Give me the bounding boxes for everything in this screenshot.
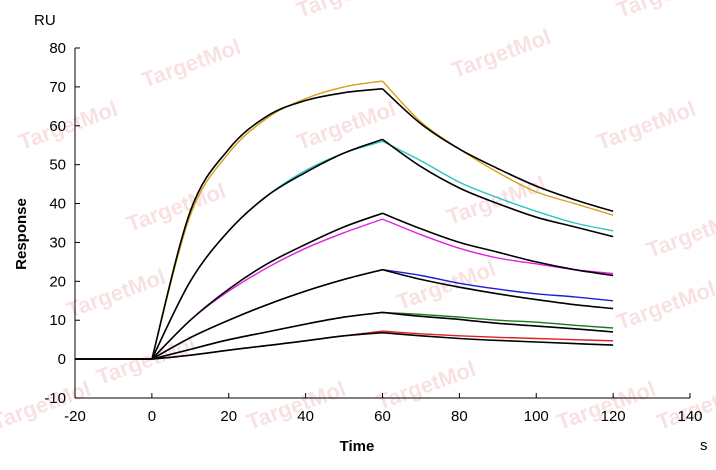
x-tick-label: 0: [148, 408, 156, 425]
series-layer: [75, 80, 614, 360]
y-tick-label: 20: [49, 273, 66, 290]
y-tick-label: 70: [49, 79, 66, 96]
axes-layer: -10 0 10 20 30 40 50 60 70 80 -20 0 20 40 60 80 100 120 14…: [44, 40, 702, 425]
watermark-text: TargetMol: [613, 276, 716, 335]
x-tick-label: 140: [677, 408, 702, 425]
watermark-text: TargetMol: [293, 0, 399, 23]
x-tick-label: 100: [524, 408, 549, 425]
x-tick-label: 40: [297, 408, 314, 425]
x-axis-title: Time: [340, 438, 375, 455]
watermark-text: TargetMol: [123, 178, 229, 237]
watermark-text: TargetMol: [63, 264, 169, 323]
watermark-text: TargetMol: [448, 24, 554, 83]
watermark-text: TargetMol: [243, 376, 349, 435]
y-tick-label: 50: [49, 157, 66, 174]
x-unit-label: s: [700, 437, 708, 454]
y-tick-label: 30: [49, 234, 66, 251]
series-line-11: [75, 331, 614, 360]
x-tick-label: 60: [374, 408, 391, 425]
watermark-text: TargetMol: [93, 331, 199, 390]
y-tick-label: 40: [49, 196, 66, 213]
y-tick-label: 0: [58, 351, 66, 368]
labels-layer: RU s Time Response: [13, 12, 708, 455]
y-tick-label: 80: [49, 40, 66, 57]
watermark-text: TargetMol: [593, 96, 699, 155]
y-axis-title: Response: [13, 198, 30, 270]
watermark-text: TargetMol: [653, 376, 716, 435]
y-unit-label: RU: [34, 12, 56, 29]
x-tick-label: 120: [601, 408, 626, 425]
watermark-text: TargetMol: [293, 96, 399, 155]
watermark-text: TargetMol: [553, 376, 659, 435]
watermark-text: TargetMol: [15, 96, 121, 155]
y-tick-label: 60: [49, 118, 66, 135]
watermark-text: TargetMol: [643, 204, 716, 263]
watermark-text: TargetMol: [373, 356, 479, 415]
watermark-text: TargetMol: [443, 171, 549, 230]
x-tick-label: 80: [451, 408, 468, 425]
watermark-text: TargetMol: [138, 34, 244, 93]
watermark-text: TargetMol: [613, 0, 716, 23]
y-tick-label: -10: [44, 390, 66, 407]
x-tick-label: -20: [64, 408, 86, 425]
x-tick-label: 20: [220, 408, 237, 425]
y-tick-label: 10: [49, 312, 66, 329]
